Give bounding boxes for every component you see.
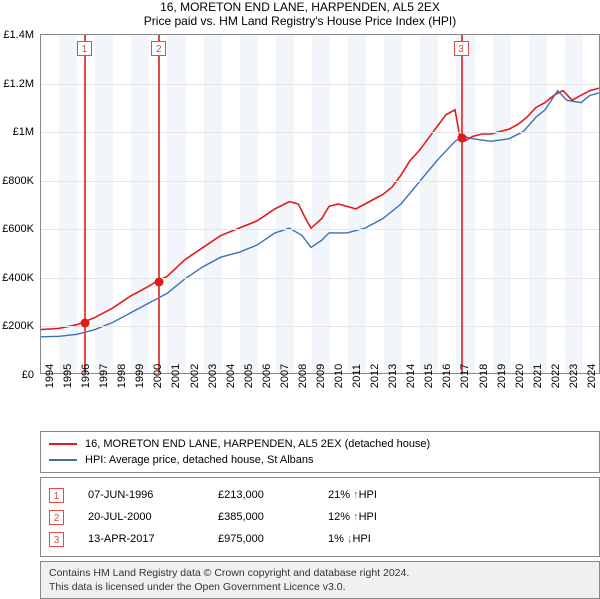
x-axis-label: 2013 — [387, 364, 399, 388]
sale-row-marker: 1 — [49, 488, 64, 503]
legend-swatch — [49, 443, 77, 445]
x-axis-label: 2004 — [225, 364, 237, 388]
sale-row-marker: 3 — [49, 532, 64, 547]
chart-container: 16, MORETON END LANE, HARPENDEN, AL5 2EX… — [0, 0, 600, 590]
sale-row-price: £213,000 — [218, 489, 328, 501]
x-axis-label: 2001 — [170, 364, 182, 388]
sale-row: 3 13-APR-2017£975,0001% ↓ HPI — [49, 528, 591, 550]
x-axis-label: 2024 — [586, 364, 598, 388]
gridline — [41, 132, 599, 133]
y-axis-label: £1M — [13, 126, 34, 138]
sale-marker-box: 3 — [454, 41, 469, 56]
gridline — [41, 278, 599, 279]
x-axis-label: 2009 — [315, 364, 327, 388]
sale-marker-dot — [457, 134, 466, 143]
sale-row-price: £385,000 — [218, 511, 328, 523]
x-axis-label: 2010 — [333, 364, 345, 388]
y-axis-label: £0 — [22, 369, 34, 381]
sale-marker-box: 1 — [77, 41, 92, 56]
x-axis-label: 1998 — [116, 364, 128, 388]
footer-line-1: Contains HM Land Registry data © Crown c… — [49, 566, 591, 580]
y-axis-label: £200K — [2, 320, 34, 332]
gridline — [41, 181, 599, 182]
x-axis-label: 2011 — [351, 364, 363, 388]
footer-line-2: This data is licensed under the Open Gov… — [49, 580, 591, 594]
sale-row: 2 20-JUL-2000£385,00012% ↑ HPI — [49, 506, 591, 528]
x-axis-label: 1997 — [98, 364, 110, 388]
gridline — [41, 326, 599, 327]
sale-row-diff: 1% ↓ HPI — [328, 533, 478, 545]
chart-plot-area: £0£200K£400K£600K£800K£1M£1.2M£1.4M123 — [40, 34, 600, 374]
x-axis-label: 1996 — [80, 364, 92, 388]
y-axis-label: £1.4M — [3, 29, 34, 41]
x-axis-label: 2021 — [532, 364, 544, 388]
sale-marker-dot — [155, 277, 164, 286]
x-axis-label: 2006 — [261, 364, 273, 388]
gridline — [41, 229, 599, 230]
x-axis-label: 2007 — [279, 364, 291, 388]
x-axis-label: 2017 — [459, 364, 471, 388]
x-axis-label: 1994 — [44, 364, 56, 388]
y-axis-label: £400K — [2, 272, 34, 284]
x-axis-ticks: 1994199519961997199819992000200120022003… — [40, 374, 600, 429]
x-axis-label: 2015 — [423, 364, 435, 388]
x-axis-label: 2012 — [369, 364, 381, 388]
sale-row-marker: 2 — [49, 510, 64, 525]
legend-row: 16, MORETON END LANE, HARPENDEN, AL5 2EX… — [49, 436, 591, 452]
y-axis-label: £1.2M — [3, 78, 34, 90]
legend-label: HPI: Average price, detached house, St A… — [85, 454, 314, 466]
sale-row-price: £975,000 — [218, 533, 328, 545]
chart-svg — [41, 35, 599, 373]
x-axis-label: 1995 — [62, 364, 74, 388]
x-axis-label: 2008 — [297, 364, 309, 388]
sale-row-diff: 21% ↑ HPI — [328, 489, 478, 501]
chart-title: 16, MORETON END LANE, HARPENDEN, AL5 2EX — [0, 0, 600, 14]
x-axis-label: 2003 — [207, 364, 219, 388]
y-axis-label: £800K — [2, 175, 34, 187]
x-axis-label: 2016 — [441, 364, 453, 388]
sale-row-date: 07-JUN-1996 — [88, 489, 218, 501]
legend-label: 16, MORETON END LANE, HARPENDEN, AL5 2EX… — [85, 438, 430, 450]
sale-marker-line — [158, 35, 160, 373]
x-axis-label: 2022 — [550, 364, 562, 388]
chart-subtitle: Price paid vs. HM Land Registry's House … — [0, 14, 600, 28]
sale-marker-line — [461, 35, 463, 373]
x-axis-label: 2000 — [152, 364, 164, 388]
x-axis-label: 2019 — [496, 364, 508, 388]
sale-row: 1 07-JUN-1996£213,00021% ↑ HPI — [49, 484, 591, 506]
sale-row-date: 13-APR-2017 — [88, 533, 218, 545]
legend-swatch — [49, 459, 77, 461]
legend-box: 16, MORETON END LANE, HARPENDEN, AL5 2EX… — [40, 431, 600, 473]
x-axis-label: 2005 — [243, 364, 255, 388]
x-axis-label: 2002 — [189, 364, 201, 388]
x-axis-label: 2023 — [568, 364, 580, 388]
legend-row: HPI: Average price, detached house, St A… — [49, 452, 591, 468]
x-axis-label: 2018 — [478, 364, 490, 388]
sale-marker-dot — [81, 319, 90, 328]
sale-marker-box: 2 — [151, 41, 166, 56]
sales-table: 1 07-JUN-1996£213,00021% ↑ HPI 2 20-JUL-20… — [40, 477, 600, 557]
series-property — [41, 88, 599, 329]
y-axis-label: £600K — [2, 223, 34, 235]
x-axis-label: 1999 — [134, 364, 146, 388]
x-axis-label: 2014 — [405, 364, 417, 388]
x-axis-label: 2020 — [514, 364, 526, 388]
sale-row-date: 20-JUL-2000 — [88, 511, 218, 523]
footer-box: Contains HM Land Registry data © Crown c… — [40, 561, 600, 599]
gridline — [41, 84, 599, 85]
sale-row-diff: 12% ↑ HPI — [328, 511, 478, 523]
